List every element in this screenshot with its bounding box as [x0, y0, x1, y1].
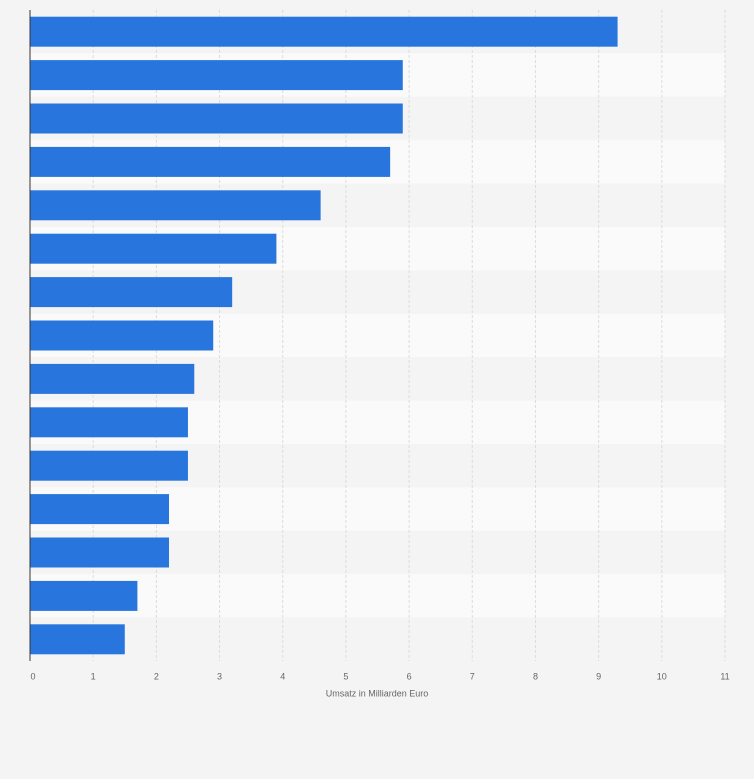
x-tick-label: 5	[343, 671, 348, 681]
bar	[30, 103, 403, 134]
x-tick-label: 4	[280, 671, 285, 681]
bar	[30, 190, 321, 221]
bar	[30, 407, 188, 438]
x-tick-label: 3	[217, 671, 222, 681]
bar	[30, 537, 169, 568]
bar	[30, 146, 391, 177]
bar	[30, 16, 618, 47]
x-tick-label: 2	[154, 671, 159, 681]
row-band	[30, 574, 725, 618]
bar	[30, 320, 214, 351]
bar	[30, 60, 403, 91]
bar	[30, 580, 138, 611]
bar	[30, 624, 125, 655]
bar	[30, 363, 195, 394]
x-tick-label: 8	[533, 671, 538, 681]
row-band	[30, 617, 725, 661]
x-tick-label: 9	[596, 671, 601, 681]
bar	[30, 450, 188, 481]
x-tick-label: 0	[30, 671, 35, 681]
x-tick-label: 6	[407, 671, 412, 681]
x-tick-label: 11	[720, 671, 729, 681]
x-tick-label: 1	[91, 671, 96, 681]
bar	[30, 494, 169, 525]
bar	[30, 277, 233, 308]
x-tick-label: 7	[470, 671, 475, 681]
x-axis-label: Umsatz in Milliarden Euro	[326, 688, 429, 698]
bar	[30, 233, 277, 264]
x-tick-label: 10	[657, 671, 667, 681]
